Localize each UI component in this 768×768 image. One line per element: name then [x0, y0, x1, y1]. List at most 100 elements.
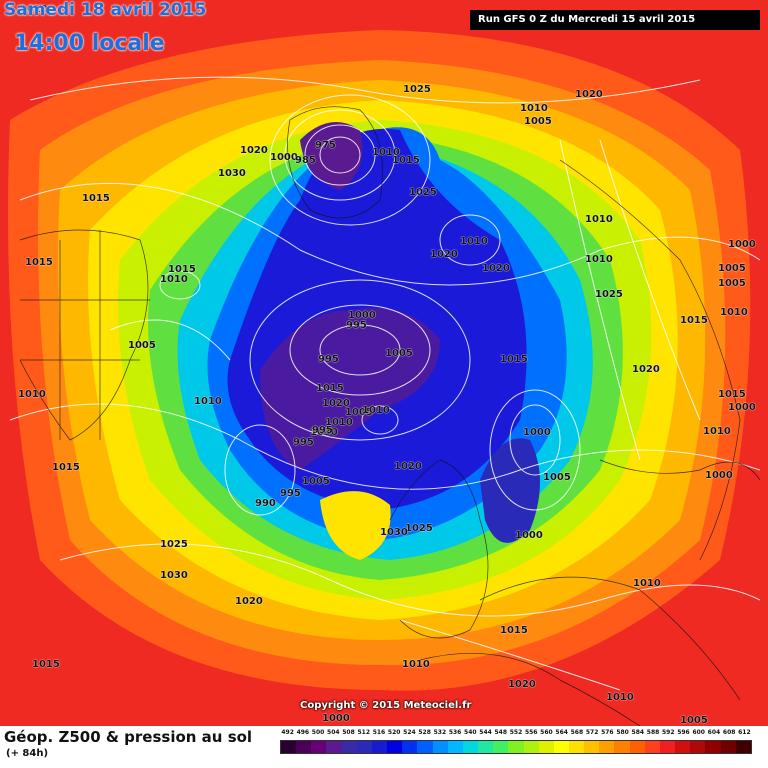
isobar-label: 995: [318, 354, 339, 365]
legend-swatch: [508, 741, 524, 753]
legend-value: 572: [585, 729, 599, 736]
isobar-label: 1020: [632, 364, 660, 375]
isobar-label: 1020: [508, 679, 536, 690]
legend-value: 604: [707, 729, 721, 736]
isobar-label: 1015: [500, 625, 528, 636]
isobar-label: 1015: [52, 462, 80, 473]
isobar-label: 995: [293, 437, 314, 448]
legend-swatch: [387, 741, 403, 753]
isobar-label: 995: [346, 320, 367, 331]
legend-value: 588: [646, 729, 660, 736]
isobar-label: 1020: [394, 461, 422, 472]
isobar-label: 1010: [585, 214, 613, 225]
legend-value: 512: [357, 729, 370, 736]
isobar-label: 1005: [543, 472, 571, 483]
legend-value: 612: [738, 729, 751, 736]
isobar-label: 1005: [128, 340, 156, 351]
legend-value: 592: [661, 729, 675, 736]
legend-value: 568: [570, 729, 584, 736]
legend-swatch: [478, 741, 494, 753]
isobar-label: 1020: [482, 263, 510, 274]
legend-value: 540: [464, 729, 477, 736]
legend-value: 516: [372, 729, 386, 736]
isobar-label: 1010: [194, 396, 222, 407]
isobar-label: 990: [255, 498, 276, 509]
forecast-map: 1010 1025 1020 1010 1005 1020 1000 1030 …: [0, 0, 768, 726]
legend-value: 600: [692, 729, 705, 736]
isobar-label: 1025: [403, 84, 431, 95]
legend-value: 536: [448, 729, 462, 736]
isobar-label: 1025: [409, 187, 437, 198]
copyright-notice: Copyright © 2015 Meteociel.fr: [300, 700, 472, 711]
legend-swatch: [568, 741, 585, 753]
forecast-time: 14:00 locale: [14, 31, 165, 56]
legend-value: 508: [342, 729, 355, 736]
legend-color-scale: [280, 740, 752, 754]
isobar-label: 1000: [728, 239, 756, 250]
legend-swatch: [341, 741, 357, 753]
isobar-label: 1000: [322, 713, 350, 724]
isobar-label: 975: [315, 140, 336, 151]
legend-swatch: [675, 741, 691, 753]
isobar-label: 1015: [32, 659, 60, 670]
isobar-label: 995: [312, 425, 333, 436]
isobar-label: 1010: [372, 147, 400, 158]
isobar-label: 1010: [18, 389, 46, 400]
legend-swatch: [462, 741, 479, 753]
isobar-label: 1005: [385, 348, 413, 359]
legend-swatch: [417, 741, 433, 753]
isobar-label: 995: [280, 488, 301, 499]
legend-swatch: [614, 741, 630, 753]
legend-value: 532: [433, 729, 447, 736]
isobar-label: 1010: [720, 307, 748, 318]
isobar-label: 1030: [160, 570, 188, 581]
isobar-label: 1010: [160, 274, 188, 285]
isobar-label: 1010: [460, 236, 488, 247]
forecast-date: Samedi 18 avril 2015: [4, 0, 207, 20]
legend-value: 564: [555, 729, 568, 736]
legend-value: 580: [616, 729, 629, 736]
legend-swatch: [690, 741, 706, 753]
isobar-label: 1005: [718, 263, 746, 274]
isobar-label: 1000: [523, 427, 551, 438]
isobar-label: 1030: [310, 427, 338, 438]
legend-value: 504: [327, 729, 340, 736]
isobar-label: 1005: [718, 278, 746, 289]
legend-value: 548: [494, 729, 508, 736]
isobar-label: 1015: [680, 315, 708, 326]
isobar-label: 1025: [595, 289, 623, 300]
isobar-label: 1005: [345, 407, 373, 418]
isobar-label: 1025: [405, 523, 433, 534]
legend-swatch: [356, 741, 372, 753]
isobar-label: 1010: [520, 103, 548, 114]
legend-swatch: [659, 741, 676, 753]
legend-swatch: [326, 741, 342, 753]
isobar-label: 1000: [728, 402, 756, 413]
geopotential-field: [8, 30, 761, 726]
isobar-label: 1010: [633, 578, 661, 589]
isobar-label: 1010: [362, 405, 390, 416]
legend-value: 528: [418, 729, 431, 736]
isobar-label: 1015: [82, 193, 110, 204]
legend-value: 500: [311, 729, 325, 736]
isobar-label: 1005: [680, 715, 708, 726]
legend-value: 560: [540, 729, 553, 736]
legend-swatch: [371, 741, 388, 753]
isobar-label: 1020: [575, 89, 603, 100]
legend-swatch: [553, 741, 569, 753]
isobar-label: 1025: [160, 539, 188, 550]
isobar-label: 985: [295, 155, 316, 166]
forecast-lead-time: (+ 84h): [6, 748, 49, 759]
isobar-label: 1020: [240, 145, 268, 156]
legend-swatch: [735, 741, 751, 753]
isobar-label: 1010: [20, 4, 48, 15]
legend-swatch: [432, 741, 448, 753]
legend-value: 496: [296, 729, 310, 736]
isobar-label: 1000: [705, 470, 733, 481]
legend-value: 576: [601, 729, 614, 736]
legend-value: 520: [387, 729, 401, 736]
isobar-label: 1010: [606, 692, 634, 703]
isobar-label: 1020: [235, 596, 263, 607]
legend-swatch: [493, 741, 509, 753]
legend-value: 544: [479, 729, 492, 736]
